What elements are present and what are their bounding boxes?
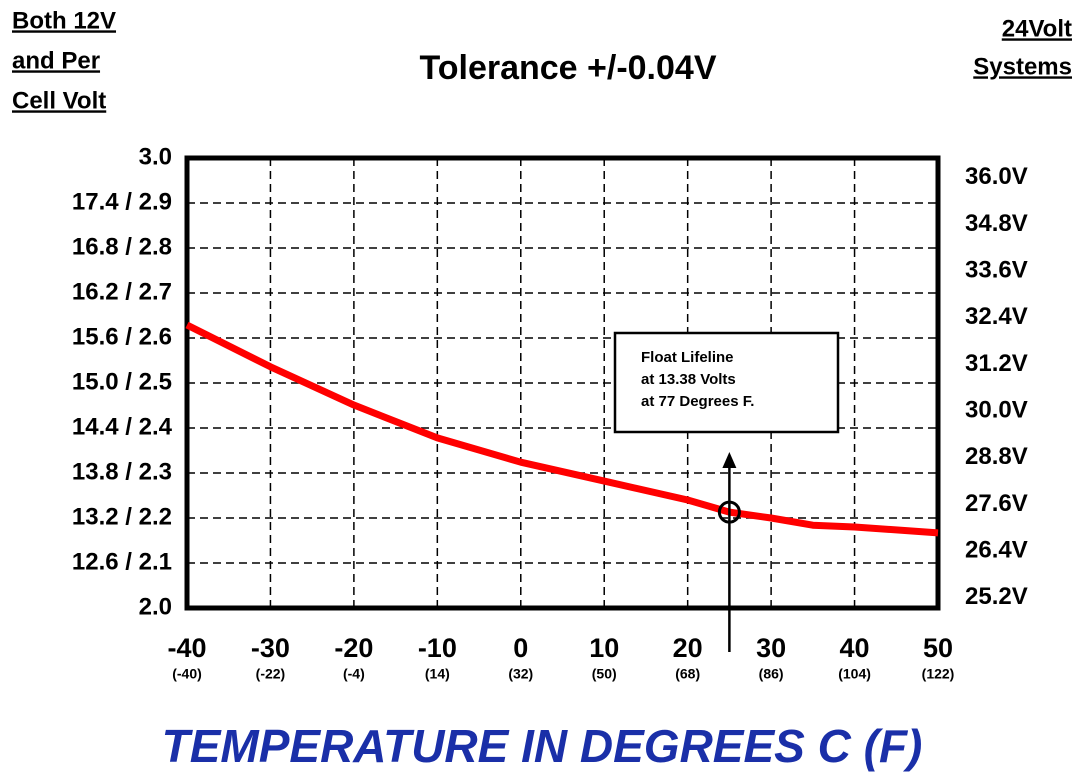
x-tick-sublabel: (32) bbox=[508, 666, 533, 682]
left-axis-title: Both 12V bbox=[12, 7, 116, 34]
annotation-box bbox=[613, 331, 840, 434]
y2-tick-label: 28.8V bbox=[965, 443, 1028, 470]
x-tick-label: -10 bbox=[418, 633, 457, 663]
x-tick-label: 0 bbox=[513, 633, 528, 663]
x-tick-sublabel: (86) bbox=[759, 666, 784, 682]
data-line bbox=[185, 321, 939, 537]
y-tick-label: 16.2 / 2.7 bbox=[72, 278, 172, 305]
left-axis-title: and Per bbox=[12, 47, 100, 74]
y-tick-label: 17.4 / 2.9 bbox=[72, 188, 172, 215]
y-tick-label: 15.0 / 2.5 bbox=[72, 368, 172, 395]
y2-tick-label: 32.4V bbox=[965, 303, 1028, 330]
y-tick-label: 12.6 / 2.1 bbox=[72, 548, 172, 575]
y-tick-label: 3.0 bbox=[139, 143, 172, 170]
right-axis-title: Systems bbox=[973, 53, 1072, 80]
y-tick-label: 13.8 / 2.3 bbox=[72, 458, 172, 485]
x-tick-sublabel: (14) bbox=[425, 666, 450, 682]
x-axis-title: TEMPERATURE IN DEGREES C (F) bbox=[162, 720, 923, 772]
x-tick-label: -30 bbox=[251, 633, 290, 663]
y-tick-label: 15.6 / 2.6 bbox=[72, 323, 172, 350]
y2-tick-label: 26.4V bbox=[965, 537, 1028, 564]
x-tick-label: -20 bbox=[334, 633, 373, 663]
y2-tick-label: 34.8V bbox=[965, 210, 1028, 237]
x-tick-sublabel: (-4) bbox=[343, 666, 365, 682]
chart-title: Tolerance +/-0.04V bbox=[419, 49, 716, 87]
annotation-text: at 13.38 Volts bbox=[641, 371, 736, 388]
y-tick-label: 13.2 / 2.2 bbox=[72, 503, 172, 530]
y-tick-label: 2.0 bbox=[139, 593, 172, 620]
annotation-text: at 77 Degrees F. bbox=[641, 393, 754, 410]
x-tick-sublabel: (-22) bbox=[256, 666, 286, 682]
x-tick-label: 30 bbox=[756, 633, 786, 663]
y2-tick-label: 25.2V bbox=[965, 583, 1028, 610]
plot-border bbox=[184, 155, 941, 611]
x-tick-sublabel: (68) bbox=[675, 666, 700, 682]
left-axis-title: Cell Volt bbox=[12, 87, 106, 114]
x-tick-label: 10 bbox=[589, 633, 619, 663]
x-tick-label: -40 bbox=[167, 633, 206, 663]
x-tick-label: 20 bbox=[673, 633, 703, 663]
y2-tick-label: 33.6V bbox=[965, 257, 1028, 284]
y-tick-label: 16.8 / 2.8 bbox=[72, 233, 172, 260]
y2-tick-label: 36.0V bbox=[965, 163, 1028, 190]
annotation-arrowhead bbox=[722, 452, 737, 468]
x-tick-label: 50 bbox=[923, 633, 953, 663]
x-tick-sublabel: (122) bbox=[922, 666, 955, 682]
x-tick-sublabel: (-40) bbox=[172, 666, 202, 682]
y2-tick-label: 27.6V bbox=[965, 490, 1028, 517]
right-axis-title: 24Volt bbox=[1002, 15, 1072, 42]
y-tick-label: 14.4 / 2.4 bbox=[72, 413, 173, 440]
x-tick-label: 40 bbox=[840, 633, 870, 663]
x-tick-sublabel: (104) bbox=[838, 666, 871, 682]
y2-tick-label: 31.2V bbox=[965, 350, 1028, 377]
y2-tick-label: 30.0V bbox=[965, 397, 1028, 424]
x-tick-sublabel: (50) bbox=[592, 666, 617, 682]
annotation-text: Float Lifeline bbox=[641, 349, 734, 366]
